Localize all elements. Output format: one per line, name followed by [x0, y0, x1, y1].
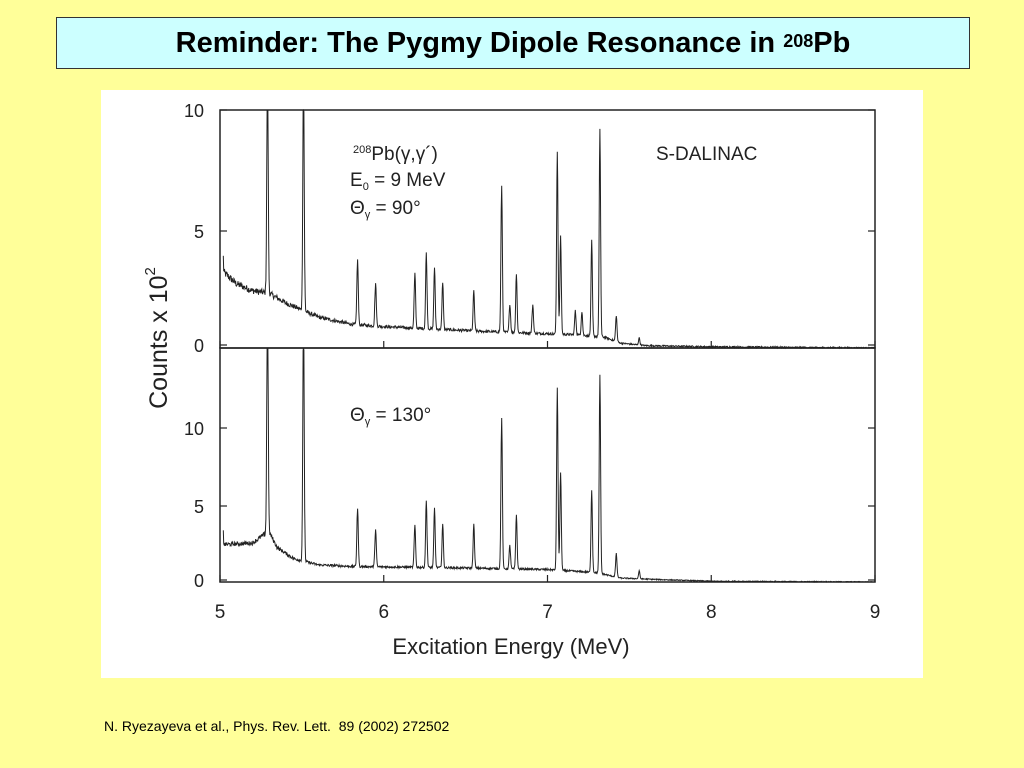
- title-element: Pb: [813, 26, 851, 59]
- x-tick-labels: 5 6 7 8 9: [215, 602, 881, 623]
- citation: N. Ryezayeva et al., Phys. Rev. Lett. 89…: [104, 718, 450, 734]
- bottom-panel-spectrum: [222, 347, 875, 583]
- x-tick-label: 9: [870, 602, 881, 623]
- beam-energy-symbol: E: [350, 170, 363, 191]
- y-axis-label-exponent: 2: [142, 267, 159, 275]
- bottom-y-tick-label: 0: [194, 571, 204, 591]
- x-tick-label: 5: [215, 602, 226, 623]
- reaction-mass: 208: [353, 144, 371, 156]
- top-panel-spectrum: [222, 109, 875, 350]
- y-axis-label: Counts x 102: [142, 267, 173, 409]
- bottom-y-tick-label: 5: [194, 497, 204, 517]
- reaction-text: Pb(γ,γ´): [371, 144, 438, 165]
- top-y-tick-label: 10: [184, 101, 204, 121]
- bottom-angle-label: Θγ = 130°: [350, 405, 431, 428]
- top-angle-subscript: γ: [365, 209, 371, 221]
- top-angle-label: Θγ = 90°: [350, 198, 421, 221]
- bottom-angle-symbol: Θ: [350, 405, 365, 426]
- y-axis-label-base: Counts x 10: [145, 275, 173, 408]
- x-tick-label: 6: [378, 602, 389, 623]
- beam-energy-label: E0 = 9 MeV: [350, 170, 446, 193]
- slide-title: Reminder: The Pygmy Dipole Resonance in …: [56, 17, 970, 69]
- bottom-angle-subscript: γ: [365, 416, 371, 428]
- x-tick-label: 8: [706, 602, 717, 623]
- top-angle-value: = 90°: [370, 198, 420, 219]
- top-angle-symbol: Θ: [350, 198, 365, 219]
- x-tick-label: 7: [542, 602, 553, 623]
- title-prefix: Reminder: The Pygmy Dipole Resonance in: [175, 26, 784, 59]
- top-panel-frame: [219, 109, 876, 349]
- reaction-label: 208Pb(γ,γ´): [353, 144, 438, 165]
- title-isotope-mass: 208: [783, 30, 814, 51]
- bottom-angle-value: = 130°: [370, 405, 431, 426]
- bottom-panel-frame: [219, 347, 876, 583]
- x-axis-label: Excitation Energy (MeV): [392, 634, 629, 659]
- beam-energy-subscript: 0: [363, 181, 369, 193]
- top-y-tick-label: 0: [194, 336, 204, 356]
- bottom-y-tick-label: 10: [184, 419, 204, 439]
- top-y-tick-label: 5: [194, 222, 204, 242]
- beam-energy-value: = 9 MeV: [369, 170, 446, 191]
- facility-label: S-DALINAC: [656, 144, 757, 165]
